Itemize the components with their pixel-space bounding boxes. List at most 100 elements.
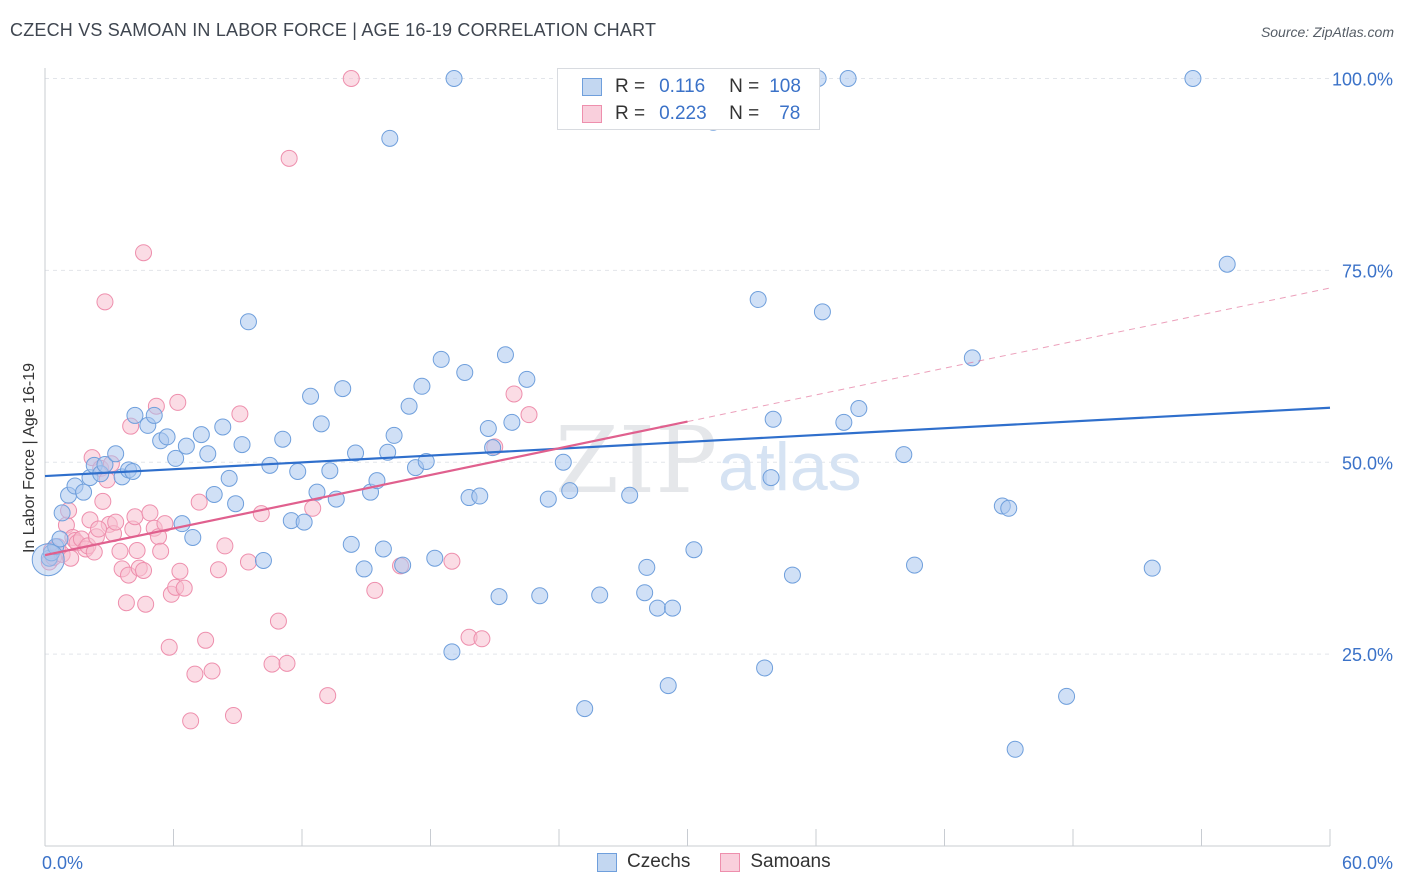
czech-point [184,528,202,546]
samoan-point [520,406,538,424]
samoans-points [40,70,613,730]
czech-point [302,387,320,405]
czech-point [342,535,360,553]
samoan-point [169,393,187,411]
legend-r-label: R = [615,76,646,97]
czech-point [379,443,397,461]
czech-point [312,415,330,433]
czech-point [496,346,514,364]
samoan-point [141,504,159,522]
samoan-point [216,537,234,555]
czech-point [51,530,69,548]
legend-item-czechs: Czechs [597,851,690,873]
y-tick-label: 25.0% [1342,645,1393,665]
czech-point [355,560,373,578]
czech-point [456,363,474,381]
czech-point [233,436,251,454]
czechs-trend-line [44,406,1331,478]
samoans-legend-label: Samoans [750,851,831,872]
samoans-trend-line [44,420,688,557]
czech-point [334,380,352,398]
samoan-point [156,515,174,533]
series-legend: Czechs Samoans [597,851,861,873]
czech-point [374,540,392,558]
samoan-point [443,552,461,570]
czech-point [394,556,412,574]
czech-point [347,444,365,462]
czech-point [167,449,185,467]
samoan-point [190,493,208,511]
samoan-point [90,520,108,538]
czech-point [321,462,339,480]
samoan-point [96,293,114,311]
czech-point [503,413,521,431]
samoan-point [231,405,249,423]
czech-point [471,487,489,505]
czech-point [53,504,71,522]
czech-point [254,551,272,569]
grid-lines [45,78,1330,655]
czech-point [813,303,831,321]
samoan-point [473,630,491,648]
samoan-point [278,654,296,672]
samoan-point [126,508,144,526]
czech-point [1143,559,1161,577]
czech-point [756,659,774,677]
samoan-point [203,662,221,680]
czech-point [1000,499,1018,517]
czech-point [443,643,461,661]
samoan-point [137,595,155,613]
czech-point [75,483,93,501]
czech-point [145,406,163,424]
samoan-point [304,499,322,517]
czech-point [664,599,682,617]
czech-point [490,588,508,606]
czech-point [764,410,782,428]
czech-point [426,549,444,567]
source-label: Source: ZipAtlas.com [1260,24,1394,40]
trend-lines [44,287,1331,557]
czech-point [413,377,431,395]
samoan-point [186,665,204,683]
legend-row-czechs: R = 0.116 N = 108 [582,75,801,99]
czech-point [749,291,767,309]
czech-point [783,566,801,584]
y-axis-label: In Labor Force | Age 16-19 [21,362,38,554]
czech-point [400,397,418,415]
czech-point [205,485,223,503]
czech-point [417,452,435,470]
czech-point [214,418,232,436]
samoan-point [171,562,189,580]
y-tick-label: 100.0% [1332,70,1393,90]
samoan-point [197,631,215,649]
czech-point [850,400,868,418]
legend-r-value-samoans: 0.223 [659,103,707,124]
czech-point [381,129,399,147]
axes [44,68,1331,847]
czech-point [220,469,238,487]
legend-r-label: R = [615,103,646,124]
czech-point [158,428,176,446]
czech-point [906,556,924,574]
samoan-point [280,149,298,167]
samoan-point [239,553,257,571]
czech-point [1058,687,1076,705]
samoan-point [128,542,146,560]
czech-point [518,370,536,388]
samoan-point [117,594,135,612]
czech-point [274,430,292,448]
x-tick-label: 60.0% [1342,853,1393,873]
czech-point [479,419,497,437]
czech-point [308,483,326,501]
samoan-point [263,655,281,673]
samoan-point [269,612,287,630]
czech-point [1006,740,1024,758]
samoan-point [182,712,200,730]
samoan-point [175,579,193,597]
czech-point [762,469,780,487]
legend-item-samoans: Samoans [720,851,831,873]
legend-r-value-czechs: 0.116 [659,76,706,97]
czech-point [1218,255,1236,273]
stats-legend: R = 0.116 N = 108 R = 0.223 N = 78 [557,68,820,130]
